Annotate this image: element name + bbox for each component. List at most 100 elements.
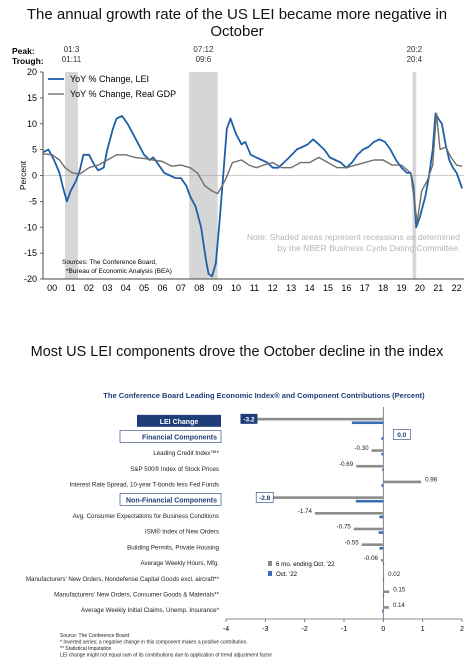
value-label: -0.69 — [339, 461, 354, 468]
value-label: 0.15 — [393, 586, 406, 593]
october-bar — [381, 484, 384, 487]
x-tick-label: 01 — [66, 283, 76, 293]
six-month-bar — [383, 480, 422, 484]
x-tick-label: 10 — [231, 283, 241, 293]
row-label: Building Permits, Private Housing — [127, 544, 219, 551]
six-month-bar — [380, 559, 384, 562]
six-month-bar — [273, 496, 384, 499]
x-tick-label: 12 — [268, 283, 278, 293]
row-label: Manufacturers' New Orders, Consumer Good… — [54, 591, 219, 598]
legend-label: Oct. '22 — [276, 571, 298, 578]
y-tick-label: 10 — [27, 119, 37, 129]
value-label-box — [255, 492, 274, 503]
y-tick-label: 15 — [27, 93, 37, 103]
y-tick-label: -20 — [24, 274, 37, 284]
x-tick-label: 06 — [157, 283, 167, 293]
row-label-box — [137, 414, 221, 427]
recession-trough-date: 09:6 — [196, 55, 212, 64]
recession-peak-date: 07:12 — [193, 45, 214, 54]
chart-note: by the NBER Business Cycle Dating Commit… — [278, 243, 460, 253]
x-tick-label: 04 — [121, 283, 131, 293]
october-bar — [379, 515, 384, 519]
x-tick-label: 20 — [415, 283, 425, 293]
x-tick-label: 11 — [250, 283, 259, 293]
x-tick-label: -1 — [341, 626, 347, 633]
value-label-box — [393, 429, 411, 440]
y-tick-label: 20 — [27, 67, 37, 77]
footnote: ** Statistical Imputation — [60, 646, 112, 652]
x-tick-label: -2 — [302, 626, 308, 633]
trough-label: Trough: — [12, 56, 44, 66]
x-tick-label: 1 — [421, 626, 425, 633]
footnote: * Inverted series; a negative change in … — [60, 640, 248, 646]
six-month-bar — [383, 590, 390, 594]
six-month-bar — [383, 606, 389, 609]
value-label: 0.02 — [388, 571, 401, 578]
legend-swatch — [268, 571, 272, 576]
y-tick-label: -5 — [29, 196, 37, 206]
row-label: Avg. Consumer Expectations for Business … — [73, 513, 219, 520]
recession-peak-date: 20:2 — [407, 45, 423, 54]
row-label: LEI Change — [160, 419, 199, 426]
x-tick-label: 03 — [102, 283, 112, 293]
x-tick-label: 19 — [396, 283, 406, 293]
october-bar — [383, 578, 385, 581]
value-label: -0.30 — [354, 445, 369, 452]
series-line — [42, 112, 463, 223]
october-bar — [351, 421, 384, 425]
row-label-box — [119, 430, 222, 443]
value-label: 0.14 — [393, 602, 406, 609]
x-tick-label: -3 — [262, 626, 268, 633]
october-bar — [383, 594, 385, 597]
peak-label: Peak: — [12, 46, 35, 56]
row-label: Manufacturers' New Orders, Nondefense Ca… — [26, 576, 220, 583]
six-month-bar — [314, 512, 384, 515]
y-axis-label: Percent — [18, 160, 28, 190]
value-label: -0.06 — [364, 555, 379, 562]
october-bar — [382, 609, 384, 613]
x-tick-label: 00 — [47, 283, 57, 293]
x-tick-label: 0 — [381, 626, 385, 633]
row-label: Average Weekly Initial Claims, Unemp. In… — [81, 607, 220, 614]
x-tick-label: 02 — [84, 283, 94, 293]
value-label: -2.8 — [259, 495, 271, 502]
x-tick-label: 21 — [433, 283, 443, 293]
x-tick-label: 05 — [139, 283, 149, 293]
top-chart-title: The annual growth rate of the US LEI bec… — [26, 6, 448, 40]
x-tick-label: 18 — [378, 283, 388, 293]
x-tick-label: 09 — [213, 283, 223, 293]
october-bar — [355, 499, 384, 503]
legend-label: YoY % Change, LEI — [70, 74, 149, 84]
six-month-bar — [383, 574, 385, 578]
value-label: 0.0 — [397, 432, 406, 439]
row-label-box — [119, 493, 222, 506]
six-month-bar — [371, 449, 384, 452]
chart-source: *Bureau of Economic Analysis (BEA) — [66, 268, 172, 275]
x-tick-label: -4 — [223, 626, 229, 633]
october-bar — [379, 546, 384, 550]
six-month-bar — [383, 433, 385, 437]
chart-source: Sources: The Conference Board, — [62, 259, 157, 266]
row-label: S&P 500® Index of Stock Prices — [130, 466, 219, 473]
y-tick-label: 5 — [32, 145, 37, 155]
legend-label: 6 mo. ending Oct. '22 — [276, 561, 335, 568]
bar-chart-title: The Conference Board Leading Economic In… — [103, 391, 425, 400]
october-bar — [381, 452, 384, 456]
x-tick-label: 14 — [305, 283, 315, 293]
x-tick-label: 2 — [460, 626, 464, 633]
six-month-bar — [356, 464, 384, 468]
footnote: Source: The Conference Board — [60, 633, 129, 639]
x-tick-label: 08 — [194, 283, 204, 293]
recession-peak-date: 01:3 — [64, 45, 80, 54]
x-tick-label: 13 — [286, 283, 296, 293]
october-bar — [382, 468, 384, 472]
recession-trough-date: 01:11 — [62, 55, 82, 64]
row-label: Interest Rate Spread, 10-year T-bonds le… — [70, 482, 220, 489]
value-label: 0.96 — [425, 477, 438, 484]
row-label: Leading Credit Index™* — [153, 450, 219, 457]
legend-swatch — [268, 561, 272, 566]
value-label: -3.2 — [243, 416, 255, 423]
bottom-chart-title: Most US LEI components drove the October… — [30, 344, 444, 360]
